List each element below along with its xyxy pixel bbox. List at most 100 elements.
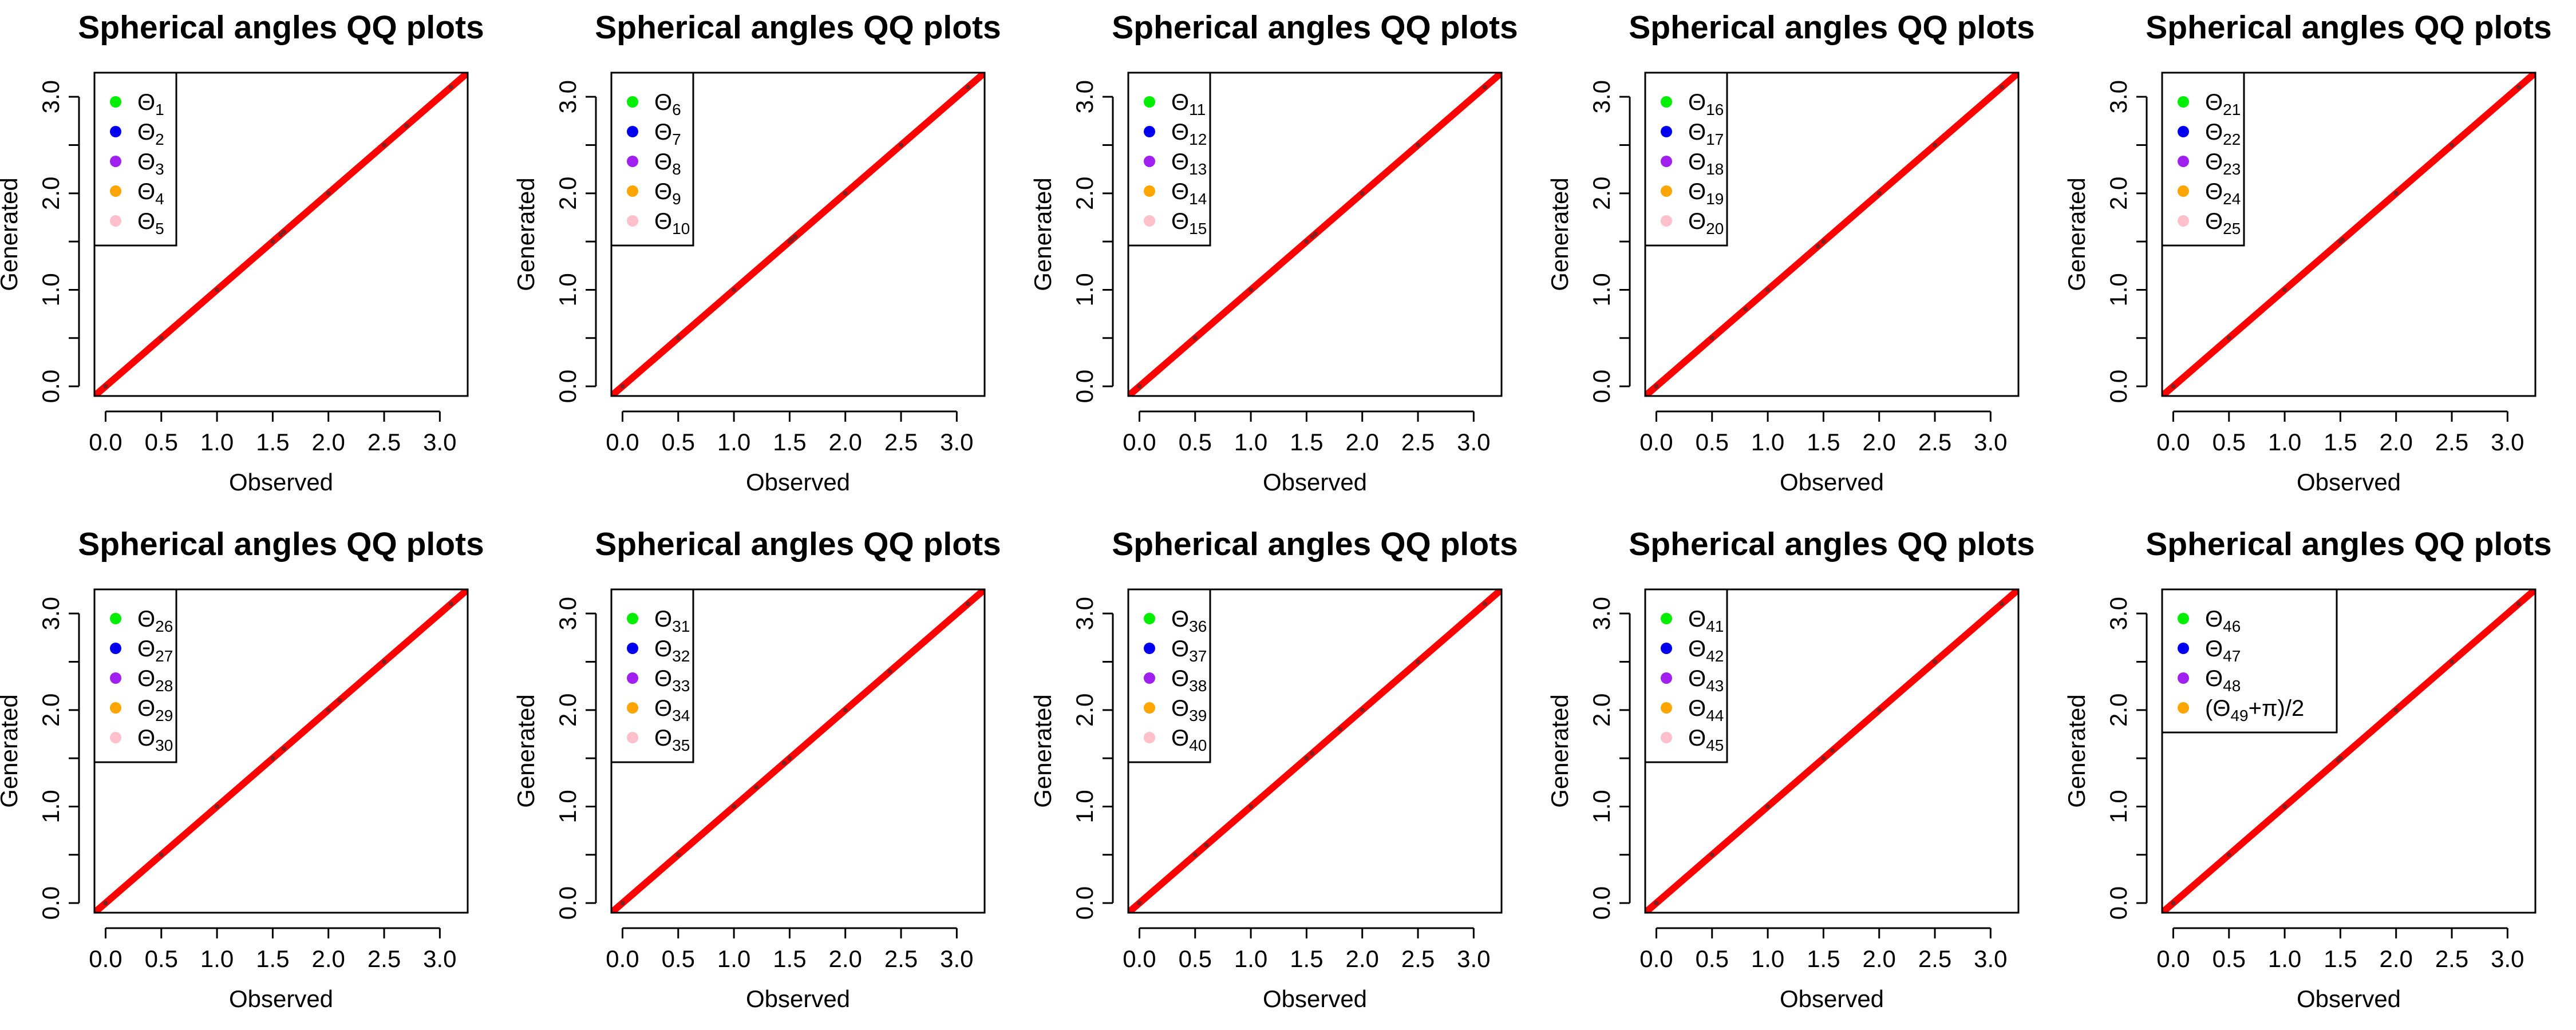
legend-marker (2178, 672, 2189, 684)
legend-marker (1144, 185, 1155, 197)
reference-line (611, 73, 985, 396)
legend-marker (2178, 613, 2189, 624)
x-tick-label: 2.0 (1346, 945, 1379, 972)
qq-point (337, 698, 342, 703)
legend-marker (627, 643, 638, 654)
x-tick-label: 0.0 (606, 945, 639, 972)
y-tick-label: 1.0 (554, 273, 581, 306)
legend-marker (1661, 672, 1672, 684)
y-axis-label: Generated (1546, 177, 1573, 291)
qq-point (382, 659, 387, 664)
legend-marker (110, 643, 121, 654)
legend-marker (1661, 185, 1672, 197)
legend-marker (627, 215, 638, 227)
y-axis-label: Generated (512, 694, 539, 807)
qq-point (1137, 901, 1142, 906)
qq-point (1709, 335, 1714, 340)
legend-entry: Θ35 (654, 726, 690, 754)
qq-point (1416, 142, 1421, 148)
panel-title: Spherical angles QQ plots (78, 526, 484, 562)
x-tick-label: 2.5 (1918, 429, 1951, 455)
legend-marker (110, 156, 121, 167)
x-tick-label: 3.0 (2491, 945, 2524, 972)
legend-entry: Θ21 (2205, 90, 2241, 118)
legend-entry: Θ4 (137, 179, 164, 208)
legend-entry: Θ19 (1688, 179, 1724, 208)
y-tick-label: 3.0 (37, 597, 64, 630)
qq-point (1815, 244, 1820, 249)
y-tick-label: 2.0 (2105, 177, 2132, 210)
legend-entry: Θ29 (137, 696, 173, 724)
x-tick-label: 2.5 (368, 429, 401, 455)
legend-marker (627, 185, 638, 197)
x-tick-label: 0.0 (2156, 945, 2190, 972)
panel-title: Spherical angles QQ plots (595, 9, 1001, 46)
y-tick-label: 3.0 (2105, 597, 2132, 630)
x-tick-label: 1.5 (2324, 429, 2357, 455)
x-tick-label: 1.0 (200, 429, 234, 455)
y-tick-label: 2.0 (37, 694, 64, 727)
qq-panel: Spherical angles QQ plots 0.0 0.5 1.0 1.5 2.0… (1546, 9, 2035, 496)
x-tick-label: 0.0 (89, 945, 122, 972)
x-axis-label: Observed (746, 985, 850, 1012)
qq-point (1654, 901, 1659, 906)
panel-title: Spherical angles QQ plots (1629, 9, 2035, 46)
legend-marker (1661, 732, 1672, 743)
x-tick-label: 0.5 (1696, 945, 1729, 972)
qq-point (2171, 901, 2176, 906)
legend-marker (2178, 96, 2189, 108)
reference-line (2162, 73, 2535, 396)
legend-entry: Θ30 (137, 726, 173, 754)
legend-entry: Θ27 (137, 636, 173, 665)
y-tick-label: 2.0 (554, 177, 581, 210)
x-tick-label: 0.5 (2212, 429, 2246, 455)
qq-point (754, 785, 759, 790)
legend-entry: Θ17 (1688, 120, 1724, 148)
qq-panel: Spherical angles QQ plots 0.0 0.5 1.0 1.5 2.0… (2063, 526, 2552, 1012)
legend-entry: Θ6 (654, 90, 681, 118)
x-tick-label: 1.0 (717, 429, 750, 455)
legend-marker (2178, 215, 2189, 227)
legend-marker (1661, 702, 1672, 714)
qq-point (270, 239, 275, 244)
y-tick-label: 1.0 (1071, 273, 1098, 306)
y-tick-label: 2.0 (1588, 694, 1615, 727)
legend-entry: Θ34 (654, 696, 690, 724)
legend-entry: Θ33 (654, 666, 690, 695)
reference-line (611, 589, 985, 913)
y-tick-label: 1.0 (37, 790, 64, 823)
x-tick-label: 1.5 (1290, 429, 1323, 455)
y-axis-label: Generated (1029, 694, 1056, 807)
legend-entry: Θ40 (1171, 726, 1207, 754)
qq-point (2226, 852, 2231, 857)
qq-point (965, 85, 970, 90)
legend-entry: Θ23 (2205, 149, 2241, 178)
legend-entry: Θ46 (2205, 607, 2241, 635)
x-tick-label: 1.5 (256, 945, 289, 972)
legend-box (1127, 588, 1211, 763)
plot-frame (2161, 588, 2537, 914)
panel-title: Spherical angles QQ plots (1629, 526, 2035, 562)
qq-panel: Spherical angles QQ plots 0.0 0.5 1.0 1.5 2.0… (0, 9, 484, 496)
legend-entry: Θ41 (1688, 607, 1724, 635)
y-tick-label: 3.0 (1071, 597, 1098, 630)
x-tick-label: 2.0 (829, 945, 862, 972)
legend-marker (1144, 156, 1155, 167)
x-tick-label: 3.0 (940, 429, 973, 455)
qq-point (1249, 804, 1254, 809)
legend-entry: Θ9 (654, 179, 681, 208)
y-tick-label: 0.0 (2105, 370, 2132, 403)
x-tick-label: 1.5 (1807, 429, 1840, 455)
legend-marker (110, 185, 121, 197)
y-tick-label: 1.0 (1071, 790, 1098, 823)
qq-point (326, 707, 331, 712)
legend-marker (110, 702, 121, 714)
legend-entry: Θ3 (137, 149, 164, 178)
x-tick-label: 0.5 (2212, 945, 2246, 972)
legend-entry: Θ43 (1688, 666, 1724, 695)
legend-entry: Θ28 (137, 666, 173, 695)
qq-point (1360, 191, 1365, 196)
x-axis-label: Observed (229, 985, 333, 1012)
legend-marker (627, 672, 638, 684)
